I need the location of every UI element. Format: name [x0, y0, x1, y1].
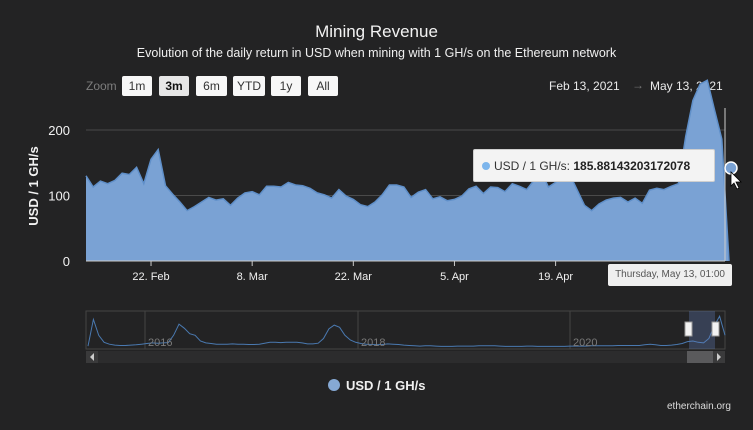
x-tick-label: 19. Apr: [538, 271, 573, 283]
scrollbar-track[interactable]: [86, 351, 725, 363]
range-arrow-icon: →: [632, 78, 644, 92]
navigator-frame: [85, 310, 726, 350]
navigator-handle-left[interactable]: [684, 321, 693, 337]
chart-subtitle: Evolution of the daily return in USD whe…: [136, 46, 617, 60]
x-tick-label: 5. Apr: [440, 271, 469, 283]
x-axis-ticks: 22. Feb 8. Mar 22. Mar 5. Apr 19. Apr: [132, 261, 573, 283]
range-button-1m[interactable]: 1m: [122, 76, 152, 96]
range-button-3m[interactable]: 3m: [159, 76, 189, 96]
range-from-date[interactable]: Feb 13, 2021: [549, 79, 620, 93]
scrollbar-thumb[interactable]: [687, 351, 713, 363]
tooltip: USD / 1 GH/s: 185.88143203172078: [473, 149, 715, 182]
x-tick-label: 8. Mar: [237, 271, 269, 283]
navigator-tick-label: 2018: [361, 337, 385, 349]
y-axis-label: USD / 1 GH/s: [26, 146, 41, 225]
x-tick-label: 22. Feb: [132, 271, 169, 283]
zoom-label: Zoom: [86, 79, 117, 93]
legend-label: USD / 1 GH/s: [346, 378, 426, 393]
navigator-selected-range[interactable]: [689, 311, 715, 349]
legend-item[interactable]: USD / 1 GH/s: [328, 378, 425, 393]
series-area[interactable]: [86, 80, 729, 261]
x-tick-label: 22. Mar: [335, 271, 373, 283]
scroll-left-arrow-icon: [90, 353, 94, 361]
range-button-1y[interactable]: 1y: [271, 76, 301, 96]
range-button-ytd[interactable]: YTD: [233, 76, 265, 96]
y-tick-label: 200: [48, 123, 70, 138]
y-tick-label: 0: [63, 254, 70, 269]
navigator-tick-label: 2020: [573, 337, 597, 349]
navigator-series-line: [87, 314, 726, 347]
series-line[interactable]: [85, 79, 730, 262]
scroll-right-arrow-icon: [717, 353, 721, 361]
y-axis-ticks: 0 100 200: [48, 123, 70, 269]
legend-marker-icon: [328, 379, 340, 391]
tooltip-series-dot-icon: [482, 162, 490, 170]
y-tick-label: 100: [48, 188, 70, 203]
range-button-all[interactable]: All: [308, 76, 338, 96]
tooltip-value: 185.88143203172078: [573, 159, 691, 173]
navigator-tick-label: 2016: [148, 337, 172, 349]
navigator: 2016 2018 2020: [85, 310, 726, 363]
credits-link[interactable]: etherchain.org: [667, 401, 731, 412]
crosshair-date-label: Thursday, May 13, 01:00: [608, 264, 732, 286]
mouse-cursor-icon: [730, 171, 742, 190]
tooltip-series-name: USD / 1 GH/s:: [494, 159, 571, 173]
navigator-handle-right[interactable]: [711, 321, 720, 337]
range-button-6m[interactable]: 6m: [196, 76, 227, 96]
chart-title: Mining Revenue: [315, 22, 438, 41]
